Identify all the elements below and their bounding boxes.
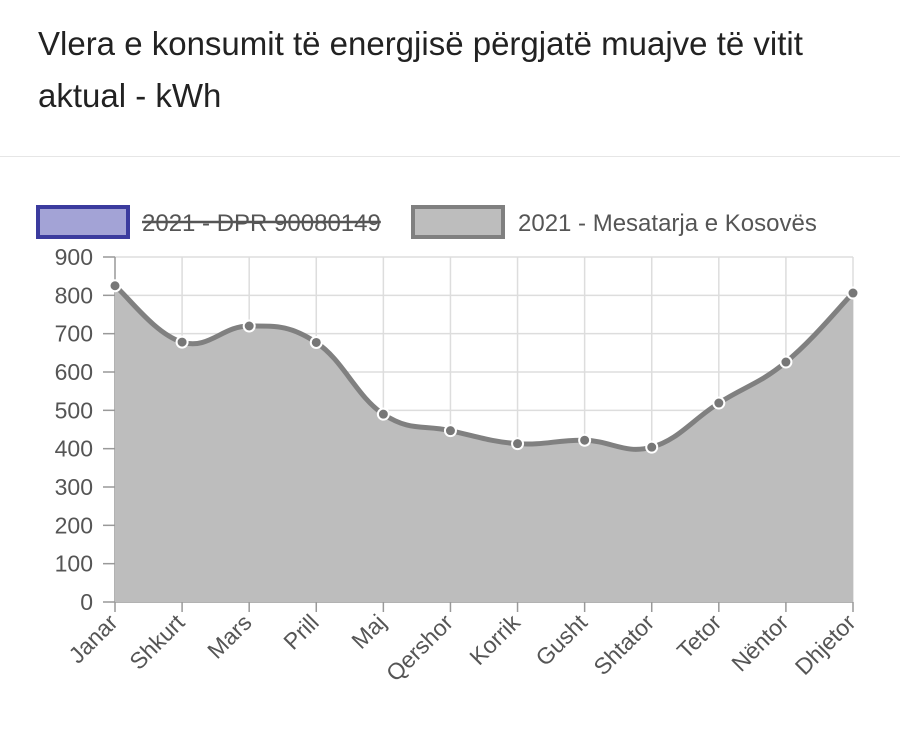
data-point	[443, 424, 457, 438]
legend-label-series-2: 2021 - Mesatarja e Kosovës	[518, 210, 817, 237]
y-tick-label: 800	[55, 282, 93, 308]
x-tick-label: Nëntor	[726, 609, 793, 676]
series-area	[113, 283, 855, 602]
x-tick-label: Shkurt	[124, 609, 190, 675]
data-point	[712, 396, 726, 410]
data-point	[309, 335, 323, 349]
x-tick-label: Dhjetor	[790, 609, 861, 680]
y-tick-label: 700	[55, 321, 93, 347]
series-area-fill	[115, 285, 853, 602]
legend-swatch-series-1	[36, 205, 130, 239]
data-point	[108, 279, 122, 293]
data-point	[376, 407, 390, 421]
x-tick-label: Prill	[278, 609, 323, 654]
y-tick-label: 100	[55, 551, 93, 577]
legend-swatch-series-2	[411, 205, 505, 239]
y-tick-label: 500	[55, 397, 93, 423]
x-tick-label: Maj	[346, 609, 391, 654]
x-tick-label: Tetor	[672, 609, 727, 664]
data-point	[779, 355, 793, 369]
y-tick-label: 200	[55, 512, 93, 538]
page-title: Vlera e konsumit të energjisë përgjatë m…	[38, 25, 803, 114]
data-point	[645, 440, 659, 454]
x-tick-label: Gusht	[530, 609, 592, 671]
data-point	[578, 433, 592, 447]
x-tick-label: Korrik	[464, 609, 525, 670]
legend-label-series-1: 2021 - DPR 90080149	[142, 210, 381, 237]
x-tick-label: Janar	[63, 609, 122, 668]
data-point	[242, 319, 256, 333]
y-tick-label: 900	[55, 244, 93, 270]
x-tick-label: Shtator	[588, 609, 659, 680]
series-line	[113, 283, 855, 452]
data-point	[511, 437, 525, 451]
series-points	[108, 279, 860, 454]
y-tick-label: 300	[55, 474, 93, 500]
data-point	[846, 286, 860, 300]
x-tick-label: Mars	[202, 609, 257, 664]
divider	[0, 156, 900, 157]
x-tick-label: Qershor	[381, 609, 458, 686]
y-tick-label: 0	[80, 589, 93, 615]
data-point	[175, 335, 189, 349]
legend: 2021 - DPR 90080149 2021 - Mesatarja e Ko…	[36, 205, 817, 239]
y-tick-label: 400	[55, 436, 93, 462]
y-tick-label: 600	[55, 359, 93, 385]
